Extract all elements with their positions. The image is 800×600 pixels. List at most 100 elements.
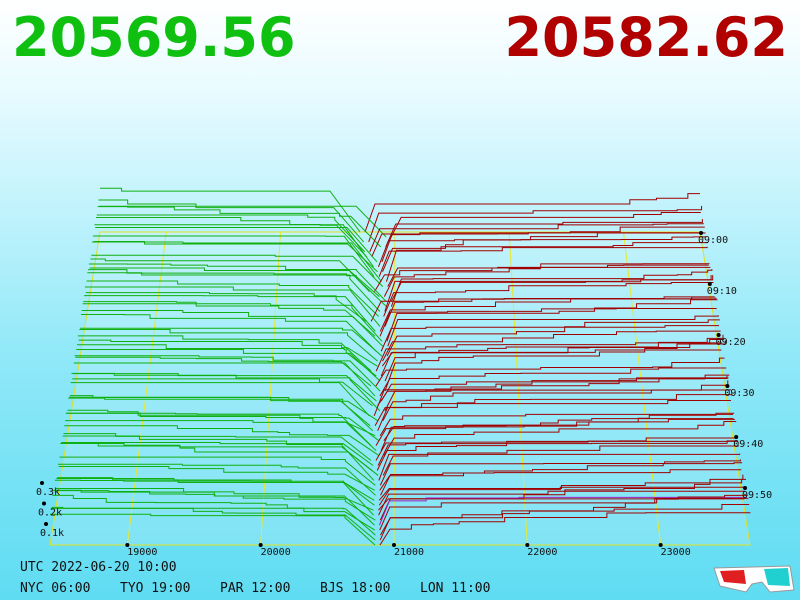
time-tick <box>734 435 739 439</box>
bid-depth-line <box>91 254 384 288</box>
bid-depth-line <box>50 513 376 546</box>
ask-depth-line <box>379 367 727 397</box>
price-tick-label: 19000 <box>127 547 157 558</box>
bid-depth-line <box>86 280 380 317</box>
ask-depth-line <box>379 512 751 546</box>
ask-depth-line <box>383 282 714 317</box>
ask-depth-line <box>379 494 748 531</box>
bid-depth-line <box>76 344 377 377</box>
price-tick-label: 23000 <box>661 547 691 558</box>
bid-depth-line <box>53 490 375 526</box>
ask-depth-line <box>374 263 710 292</box>
ask-depth-line <box>376 440 739 471</box>
depth-tick <box>44 522 48 526</box>
bid-depth-line <box>58 466 375 491</box>
depth-tick-label: 0.2k <box>38 508 62 519</box>
ask-depth-line <box>384 340 726 392</box>
depth-tick-label: 0.3k <box>36 487 60 498</box>
ask-depth-line <box>383 266 711 297</box>
ask-depth-line <box>382 445 739 476</box>
bid-depth-line <box>64 425 380 456</box>
ask-depth-line <box>386 299 718 342</box>
bid-depth-line <box>68 397 374 432</box>
bid-depth-line <box>55 488 374 511</box>
ask-depth-line <box>383 421 737 456</box>
ask-depth-line <box>375 342 723 372</box>
bid-depth-line <box>63 433 372 461</box>
bid-depth-line <box>96 214 366 253</box>
bid-depth-line <box>78 339 378 367</box>
bid-depth-line <box>79 329 378 362</box>
ask-depth-line <box>382 236 707 272</box>
ask-depth-line <box>382 330 721 362</box>
bid-depth-line <box>95 227 378 263</box>
bid-depth-line <box>61 442 373 471</box>
price-tick <box>658 543 663 547</box>
price-grid-line <box>126 231 167 546</box>
ask-depth-line <box>378 496 747 526</box>
ask-depth-line <box>379 459 741 486</box>
bid-depth-line <box>94 224 374 268</box>
ask-depth-line <box>377 440 738 466</box>
bid-price: 20569.56 <box>12 6 296 69</box>
ask-depth-line <box>386 319 720 357</box>
ask-depth-line <box>390 211 701 238</box>
ask-depth-line <box>380 418 735 451</box>
bid-depth-line <box>87 272 381 312</box>
bid-depth-line <box>73 362 376 397</box>
bid-depth-line <box>57 463 376 496</box>
price-grid-line <box>622 231 662 546</box>
ask-depth-line <box>383 418 734 441</box>
ask-depth-line <box>378 486 744 506</box>
bid-depth-line <box>76 348 381 382</box>
ask-depth-line <box>364 193 700 233</box>
ask-depth-line <box>381 226 705 262</box>
bid-depth-line <box>65 420 377 451</box>
bid-depth-line <box>56 478 375 506</box>
bid-depth-line <box>71 372 381 412</box>
bid-depth-line <box>88 263 387 302</box>
ask-depth-line <box>378 246 708 277</box>
ask-depth-line <box>378 453 741 481</box>
ask-depth-line <box>375 412 735 446</box>
bid-depth-line <box>70 382 370 417</box>
price-tick <box>525 543 530 547</box>
bid-depth-line <box>60 443 375 481</box>
bid-depth-line <box>74 355 381 392</box>
city-clock: TYO 19:00 <box>120 581 191 596</box>
ask-depth-line <box>379 297 717 332</box>
price-tick <box>125 543 130 547</box>
ask-depth-line <box>377 392 733 431</box>
ask-depth-line <box>385 219 703 248</box>
ask-depth-line <box>379 469 742 491</box>
bid-depth-line <box>66 412 380 442</box>
time-tick-label: 09:10 <box>707 286 737 297</box>
time-tick <box>699 231 703 235</box>
bid-depth-line <box>59 456 376 486</box>
bid-depth-line <box>84 286 381 327</box>
bid-depth-line <box>75 356 372 387</box>
bid-depth-line <box>98 199 365 243</box>
city-clock: LON 11:00 <box>420 581 491 596</box>
bid-depth-line <box>85 292 367 322</box>
time-tick-label: 09:40 <box>733 439 763 450</box>
ask-depth-line <box>390 269 713 307</box>
time-tick <box>743 486 747 490</box>
ask-depth-line <box>379 504 750 541</box>
bid-depth-line <box>99 205 387 238</box>
ask-depth-line <box>378 232 706 267</box>
bid-depth-line <box>69 396 371 427</box>
time-tick-label: 09:20 <box>716 337 746 348</box>
bid-depth-line <box>90 258 370 292</box>
bid-depth-line <box>61 442 379 476</box>
bid-depth-line <box>97 206 382 248</box>
time-tick <box>725 384 730 388</box>
ask-depth-line <box>369 223 704 253</box>
price-grid-line <box>393 231 396 546</box>
ask-depth-line <box>379 478 747 521</box>
price-tick <box>392 543 396 547</box>
price-tick-label: 22000 <box>527 547 557 558</box>
bid-depth-line <box>92 241 382 282</box>
